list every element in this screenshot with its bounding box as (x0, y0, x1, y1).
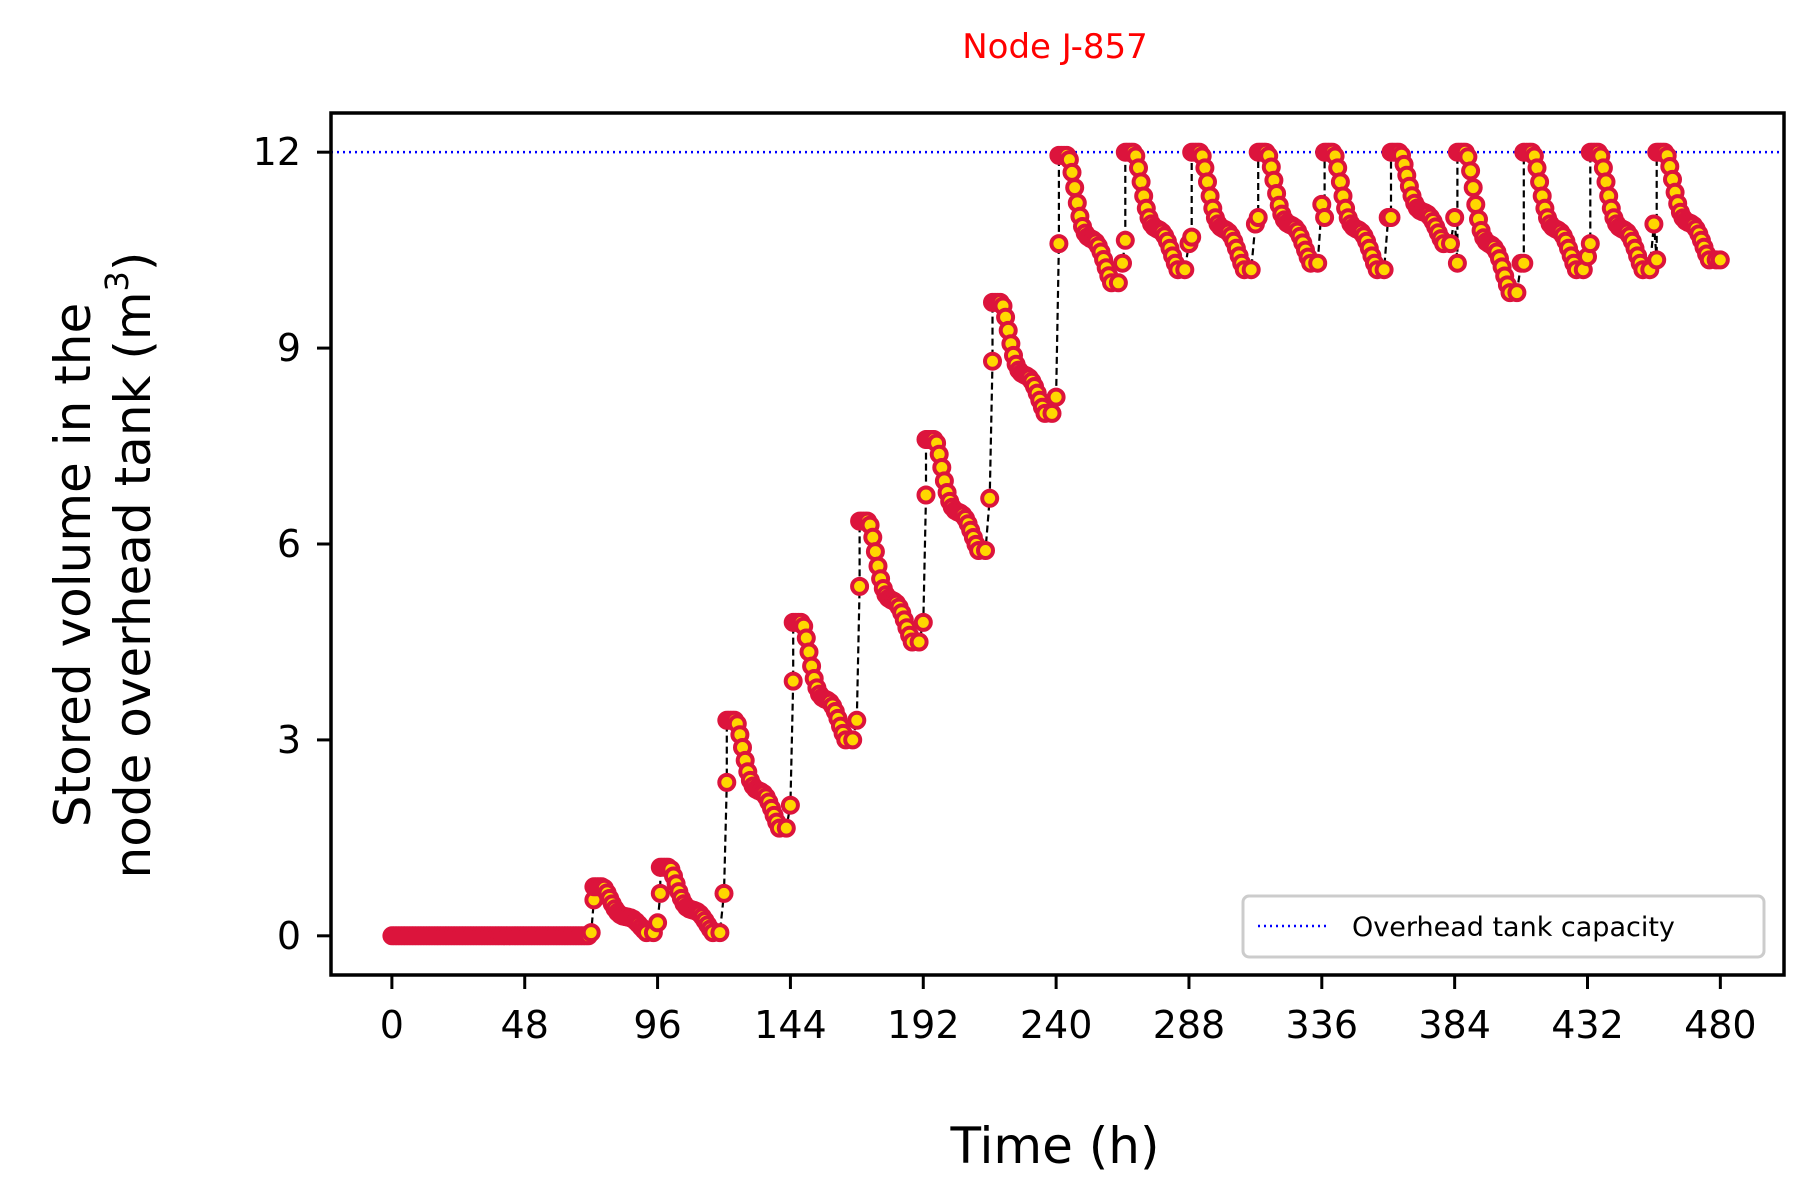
data-point (717, 772, 737, 792)
y-axis-label: Stored volume in the node overhead tank … (44, 252, 162, 879)
data-point (1447, 253, 1467, 273)
data-point (714, 883, 734, 903)
data-point (976, 541, 995, 560)
legend-box (1241, 894, 1766, 959)
data-point (909, 632, 929, 652)
data-point (1461, 161, 1481, 181)
x-tick-label-480: 480 (1684, 1003, 1757, 1047)
x-tick-label-192: 192 (887, 1003, 960, 1047)
data-point (1466, 195, 1486, 214)
data-point (1507, 283, 1527, 303)
data-point (1441, 234, 1460, 254)
y-axis-ticks: 0 3 6 9 12 (253, 130, 331, 958)
data-point (1182, 227, 1202, 247)
data-point (1315, 208, 1335, 227)
data-point (783, 671, 803, 691)
y-tick-label-3: 3 (277, 718, 301, 762)
data-point (1374, 260, 1394, 280)
x-tick-label-96: 96 (633, 1003, 681, 1047)
data-point (710, 923, 730, 943)
data-point (1463, 178, 1483, 198)
data-point (1644, 214, 1664, 234)
data-point (581, 923, 601, 943)
y-axis-label-sup: 3 (98, 271, 136, 291)
data-point (850, 576, 870, 596)
data-point (1308, 253, 1328, 273)
data-point (1065, 178, 1085, 198)
data-point (1647, 250, 1667, 270)
data-point (1580, 234, 1600, 254)
x-tick-label-144: 144 (754, 1003, 827, 1047)
x-tick-label-0: 0 (380, 1003, 404, 1047)
marker-layer (382, 142, 1730, 946)
data-point (980, 488, 1000, 508)
data-point (847, 710, 867, 730)
data-point (1381, 208, 1401, 227)
data-point (650, 883, 670, 903)
chart-title: Node J-857 (962, 27, 1148, 67)
data-point (1514, 253, 1534, 273)
y-tick-label-12: 12 (253, 130, 301, 174)
data-point (1042, 403, 1062, 423)
data-point (843, 730, 863, 750)
data-point (1113, 253, 1132, 273)
x-tick-label-336: 336 (1286, 1003, 1359, 1047)
x-tick-label-384: 384 (1418, 1003, 1491, 1047)
data-point (1445, 208, 1465, 227)
data-point (1115, 230, 1135, 250)
y-tick-label-0: 0 (277, 914, 301, 958)
x-tick-label-240: 240 (1020, 1003, 1093, 1047)
y-tick-label-6: 6 (277, 522, 301, 566)
x-tick-label-432: 432 (1551, 1003, 1624, 1047)
y-axis-label-close: ) (104, 252, 162, 272)
x-axis-ticks: 0 48 96 144 192 240 288 336 384 432 480 (380, 975, 1757, 1047)
data-point (1062, 162, 1082, 182)
x-axis-label: Time (h) (950, 1117, 1160, 1175)
x-tick-label-288: 288 (1153, 1003, 1226, 1047)
data-point (1710, 250, 1730, 270)
data-point (1241, 260, 1261, 280)
data-point (780, 795, 800, 815)
data-point (1046, 387, 1066, 407)
legend-capacity-label: Overhead tank capacity (1352, 912, 1675, 943)
x-tick-label-48: 48 (501, 1003, 549, 1047)
data-point (1248, 208, 1268, 227)
data-point (1049, 234, 1069, 254)
y-axis-label-line1: Stored volume in the (44, 303, 102, 827)
data-point (776, 818, 796, 838)
data-point (916, 485, 936, 505)
y-axis-label-text: node overhead tank (m (104, 291, 162, 878)
data-point (648, 913, 668, 933)
data-point (1108, 273, 1128, 293)
y-axis-label-line2: node overhead tank (m3) (98, 252, 162, 879)
data-point (983, 351, 1002, 371)
y-tick-label-9: 9 (277, 326, 301, 370)
legend: Overhead tank capacity (1241, 894, 1766, 959)
data-point (913, 612, 933, 632)
data-point (1175, 260, 1195, 280)
data-point (865, 542, 885, 562)
